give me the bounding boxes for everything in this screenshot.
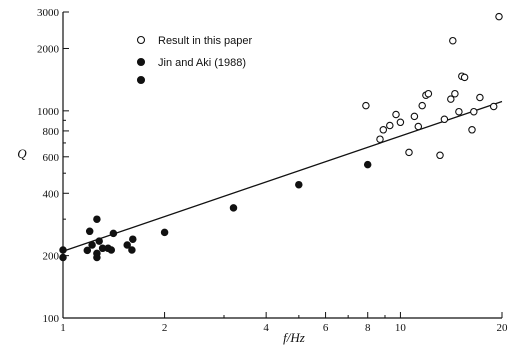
data-point-jin-aki xyxy=(85,227,94,236)
data-point-this-paper xyxy=(447,95,455,103)
x-tick-label: 4 xyxy=(263,322,269,334)
legend-marker-filled xyxy=(136,57,146,67)
data-point-jin-aki xyxy=(88,241,96,249)
data-point-jin-aki xyxy=(229,204,238,212)
data-point-this-paper xyxy=(362,101,370,110)
legend-marker-filled-extra xyxy=(136,75,146,85)
data-point-this-paper xyxy=(396,118,405,127)
data-point-this-paper xyxy=(392,110,400,119)
data-point-this-paper xyxy=(449,36,457,45)
legend: Result in this paper Jin and Aki (1988) xyxy=(136,35,252,85)
y-tick-label: 1000 xyxy=(37,106,60,118)
y-axis-ticks: 100 200 400 600 800 1000 2000 3000 xyxy=(37,7,69,325)
data-point-jin-aki xyxy=(128,246,136,254)
y-axis-title: Q xyxy=(17,146,27,161)
data-point-jin-aki xyxy=(109,229,118,238)
data-point-this-paper xyxy=(410,112,419,121)
data-point-this-paper xyxy=(436,151,444,160)
data-point-this-paper xyxy=(468,126,476,134)
legend-marker-open xyxy=(136,35,146,45)
data-point-this-paper xyxy=(386,121,394,130)
data-point-this-paper xyxy=(495,12,503,21)
data-point-jin-aki xyxy=(363,160,372,169)
x-tick-label: 6 xyxy=(323,322,329,334)
y-tick-label: 3000 xyxy=(37,7,60,19)
data-point-jin-aki xyxy=(83,246,92,255)
x-tick-label: 1 xyxy=(60,322,66,334)
data-point-jin-aki xyxy=(59,246,67,254)
y-tick-label: 200 xyxy=(43,251,60,263)
y-tick-label: 100 xyxy=(43,313,60,325)
fit-line-group xyxy=(62,100,503,252)
data-point-this-paper xyxy=(414,122,423,131)
y-tick-label: 2000 xyxy=(37,43,60,55)
data-point-this-paper xyxy=(376,135,384,143)
data-point-this-paper xyxy=(455,107,463,116)
data-point-jin-aki xyxy=(93,253,101,262)
fit-line xyxy=(62,100,503,252)
data-point-this-paper xyxy=(451,89,459,98)
y-tick-label: 600 xyxy=(43,152,60,164)
data-point-this-paper xyxy=(440,115,449,124)
plot-frame xyxy=(62,12,502,319)
x-tick-label: 2 xyxy=(162,322,168,334)
x-tick-label: 10 xyxy=(395,322,407,334)
data-point-this-paper xyxy=(470,107,478,116)
data-point-jin-aki xyxy=(95,237,103,245)
legend-label: Result in this paper xyxy=(158,35,252,47)
legend-label: Jin and Aki (1988) xyxy=(158,57,246,69)
data-point-this-paper xyxy=(405,148,413,157)
y-tick-label: 800 xyxy=(43,126,60,138)
data-point-jin-aki xyxy=(160,228,169,237)
data-point-jin-aki xyxy=(107,246,116,254)
data-point-jin-aki xyxy=(123,241,131,249)
y-tick-label: 400 xyxy=(43,188,60,200)
x-tick-label: 8 xyxy=(365,322,371,334)
data-point-jin-aki xyxy=(93,215,101,223)
x-axis-ticks: 1 2 4 6 8 10 20 xyxy=(60,312,508,334)
data-point-this-paper xyxy=(460,73,469,82)
data-point-this-paper xyxy=(489,102,498,111)
data-point-this-paper xyxy=(379,126,388,134)
data-point-jin-aki xyxy=(295,180,303,189)
data-point-this-paper xyxy=(476,93,484,102)
data-points xyxy=(59,12,503,262)
x-axis-title: f/Hz xyxy=(283,330,305,345)
x-tick-label: 20 xyxy=(497,322,509,334)
data-point-jin-aki xyxy=(129,235,137,243)
data-point-this-paper xyxy=(424,89,433,98)
data-point-jin-aki xyxy=(59,253,67,262)
data-point-this-paper xyxy=(418,101,426,110)
